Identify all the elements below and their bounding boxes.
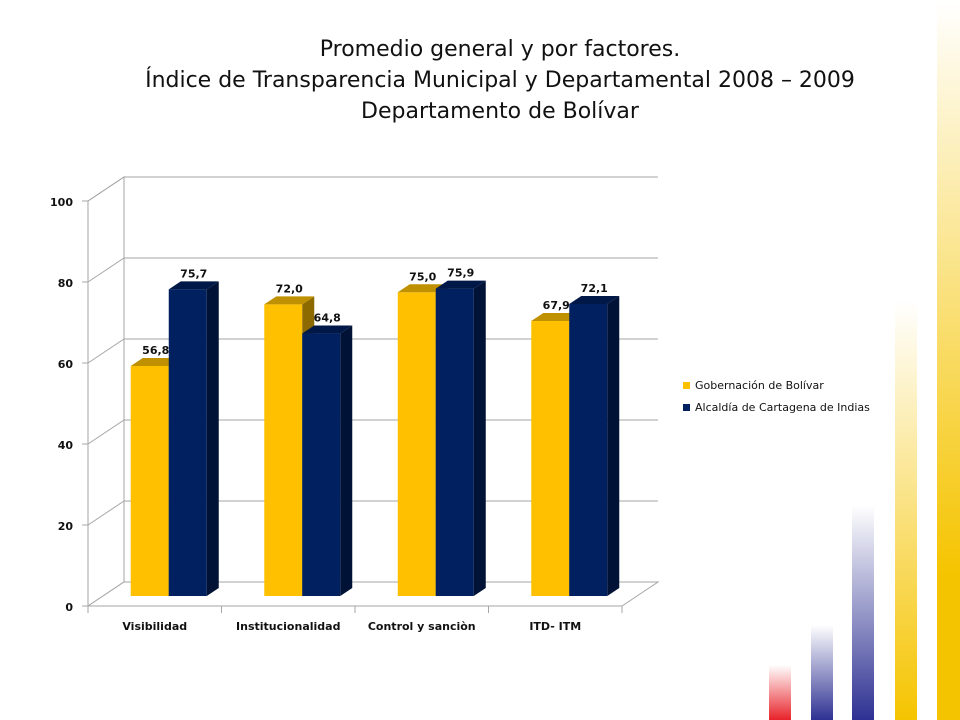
data-label: 72,0 (276, 282, 303, 295)
x-axis: Visibilidad Institucionalidad Control y sa… (87, 605, 623, 633)
bar-front (302, 333, 341, 596)
gridline (87, 257, 658, 283)
y-tick-label: 20 (58, 520, 74, 533)
legend-label: Gobernación de Bolívar (695, 379, 824, 392)
data-label: 75,0 (409, 270, 436, 283)
bar-top (168, 281, 219, 290)
legend-swatch (683, 382, 690, 389)
bars: 56,8 75,7 72,0 64,8 75,0 75,9 67,9 72,1 (130, 267, 620, 596)
bar-top (264, 296, 315, 305)
bar-side (340, 325, 353, 596)
bar-side (206, 281, 219, 596)
title-line-1: Promedio general y por factores. (319, 37, 681, 62)
bar-top (397, 284, 448, 293)
x-tick-label: ITD- ITM (529, 620, 581, 633)
bar-front (168, 289, 207, 596)
data-label: 64,8 (314, 312, 341, 325)
legend: Gobernación de Bolívar Alcaldía de Cartag… (683, 379, 870, 414)
y-tick-label: 100 (50, 196, 73, 209)
bar-front (531, 321, 570, 596)
data-label: 67,9 (543, 299, 570, 312)
bar-front (397, 292, 436, 596)
chart-walls (87, 176, 125, 607)
y-axis: 0 20 40 60 80 100 (50, 196, 89, 614)
data-label: 72,1 (581, 282, 608, 295)
decor-stripe-red (769, 665, 791, 720)
decor-stripe-navy-1 (852, 505, 874, 720)
bar-front (264, 304, 303, 596)
gridline (87, 176, 658, 202)
bar-top (569, 295, 620, 304)
x-tick-label: Visibilidad (122, 620, 187, 633)
bar-side (473, 280, 486, 596)
bar-top (531, 313, 582, 322)
decor-stripe-navy-2 (811, 625, 833, 720)
data-label: 75,9 (447, 267, 474, 280)
bar-front (130, 365, 169, 596)
bar-side (607, 295, 620, 596)
bar-front (569, 303, 608, 596)
y-tick-label: 40 (58, 439, 74, 452)
y-tick-label: 80 (58, 277, 74, 290)
title-line-3: Departamento de Bolívar (361, 99, 639, 124)
y-tick-label: 0 (65, 601, 73, 614)
chart-title: Promedio general y por factores. Índice … (40, 34, 960, 127)
data-label: 56,8 (142, 344, 169, 357)
x-tick-label: Control y sanciòn (368, 620, 476, 633)
bar-top (130, 357, 181, 366)
side-wall (87, 176, 125, 607)
decor-stripe-gold-2 (937, 0, 960, 720)
decor-stripe-gold-1 (895, 300, 917, 720)
data-label: 75,7 (180, 267, 207, 280)
x-tick-label: Institucionalidad (236, 620, 340, 633)
y-tick-label: 60 (58, 358, 74, 371)
title-line-2: Índice de Transparencia Municipal y Depa… (145, 68, 855, 93)
bar-top (435, 280, 486, 289)
bar-front (435, 288, 474, 596)
bar-top (302, 325, 353, 334)
legend-swatch (683, 404, 690, 411)
legend-label: Alcaldía de Cartagena de Indias (695, 401, 870, 414)
